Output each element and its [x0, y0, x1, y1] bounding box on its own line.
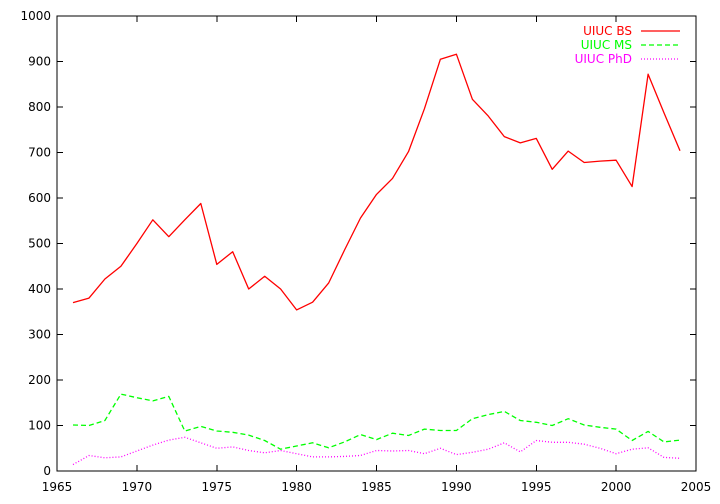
y-tick-label: 200 [28, 373, 51, 387]
legend-label-uiuc-phd: UIUC PhD [575, 52, 632, 66]
y-tick-label: 300 [28, 328, 51, 342]
y-tick-label: 100 [28, 419, 51, 433]
series-line-uiuc-phd [72, 436, 681, 466]
y-tick-label: 1000 [20, 9, 51, 23]
series-line-uiuc-bs [72, 53, 681, 311]
series-line-uiuc-ms [72, 393, 681, 450]
series-lines [72, 53, 681, 466]
legend-label-uiuc-bs: UIUC BS [583, 24, 632, 38]
x-tick-label: 1975 [201, 480, 232, 494]
legend-label-uiuc-ms: UIUC MS [581, 38, 632, 52]
x-tick-label: 1990 [441, 480, 472, 494]
y-tick-label: 400 [28, 282, 51, 296]
x-tick-label: 1980 [281, 480, 312, 494]
y-tick-label: 800 [28, 100, 51, 114]
x-tick-label: 1965 [42, 480, 73, 494]
y-tick-label: 0 [43, 464, 51, 478]
x-tick-label: 1970 [122, 480, 153, 494]
x-tick-label: 2000 [601, 480, 632, 494]
y-tick-label: 700 [28, 146, 51, 160]
y-tick-label: 600 [28, 191, 51, 205]
y-tick-label: 500 [28, 237, 51, 251]
x-tick-label: 2005 [681, 480, 712, 494]
axes: 0 100 200 300 400 500 600 700 800 900 1000 1965 1970… [20, 9, 711, 494]
x-tick-label: 1985 [361, 480, 392, 494]
plot-frame [56, 15, 697, 472]
x-tick-label: 1995 [521, 480, 552, 494]
y-tick-label: 900 [28, 55, 51, 69]
